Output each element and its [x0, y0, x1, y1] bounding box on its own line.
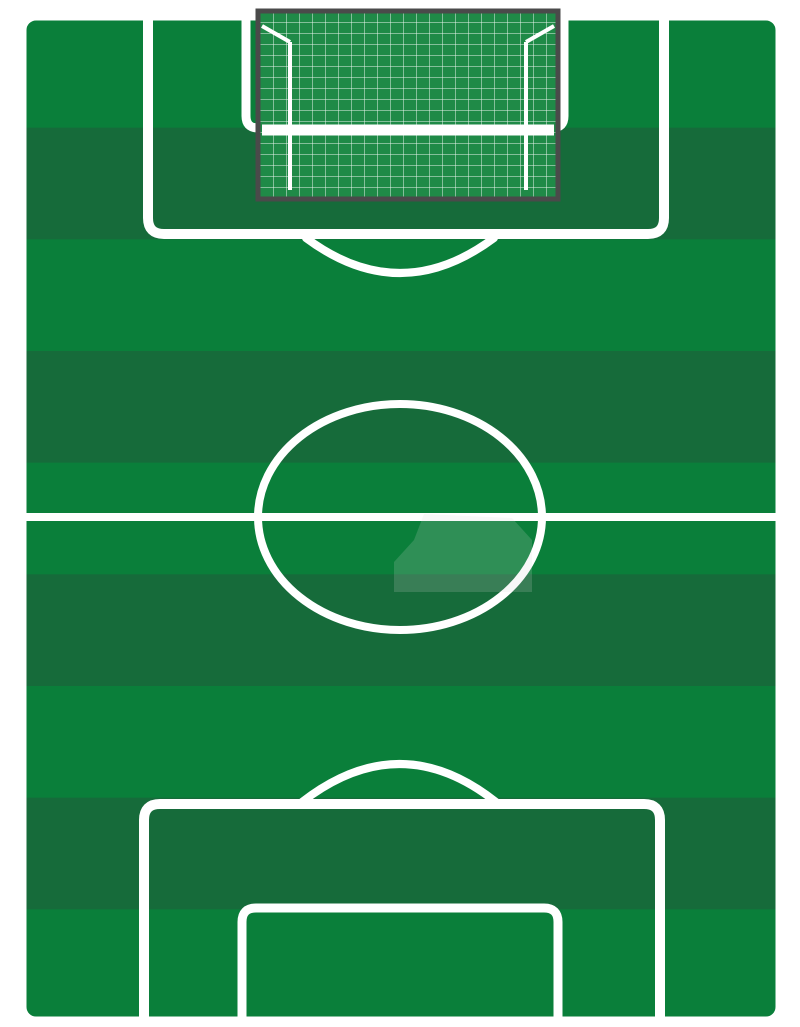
goal-net-mesh [256, 10, 560, 200]
bottom-penalty-arc [298, 760, 500, 806]
center-circle [254, 400, 546, 634]
goal-net-side-left [261, 24, 291, 44]
direction-arrow-icon [394, 514, 532, 592]
bottom-penalty-box [139, 799, 665, 1027]
grass-stripe-light [22, 686, 780, 799]
grass-stripe-light [22, 909, 780, 1021]
top-penalty-box [143, 7, 669, 239]
goal-net [255, 8, 561, 202]
grass-stripe-light [22, 239, 780, 352]
top-penalty-arc [302, 234, 498, 277]
grass-stripe-dark [22, 797, 780, 911]
goal-net-side-right [525, 24, 555, 44]
bottom-six-yard-box [237, 903, 563, 1027]
pitch-markings [17, 7, 785, 1027]
goal-frame [255, 8, 561, 202]
